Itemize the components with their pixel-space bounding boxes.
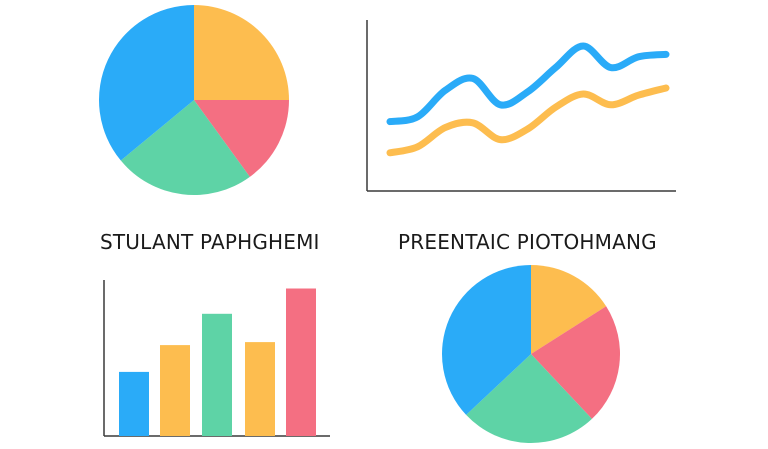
bar-4: [245, 342, 275, 436]
bar-5: [286, 288, 316, 436]
pie-slice-yellow: [194, 5, 289, 100]
pie-slice-green: [466, 354, 592, 443]
pie-slice-green: [120, 100, 250, 196]
pie-chart-top-left: [98, 5, 289, 196]
pie-slice-pink: [531, 306, 621, 419]
caption-left: STULANT PAPHGHEMI: [100, 230, 320, 254]
bar-2: [160, 345, 190, 436]
line-chart-top-right: [366, 20, 676, 192]
pie-slice-yellow: [531, 264, 607, 354]
pie-slice-blue: [442, 265, 531, 415]
bar-1: [119, 371, 149, 436]
pie-chart-bottom-right: [442, 264, 621, 443]
pie-slice-pink: [194, 100, 289, 177]
bar-3: [202, 313, 232, 436]
bar-chart-bottom-left: [103, 280, 330, 437]
caption-right: PREENTAIC PIOTOHMANG: [398, 230, 657, 254]
line-series-yellow: [386, 84, 670, 157]
pie-slice-blue: [98, 5, 194, 161]
line-series-blue: [386, 42, 670, 126]
